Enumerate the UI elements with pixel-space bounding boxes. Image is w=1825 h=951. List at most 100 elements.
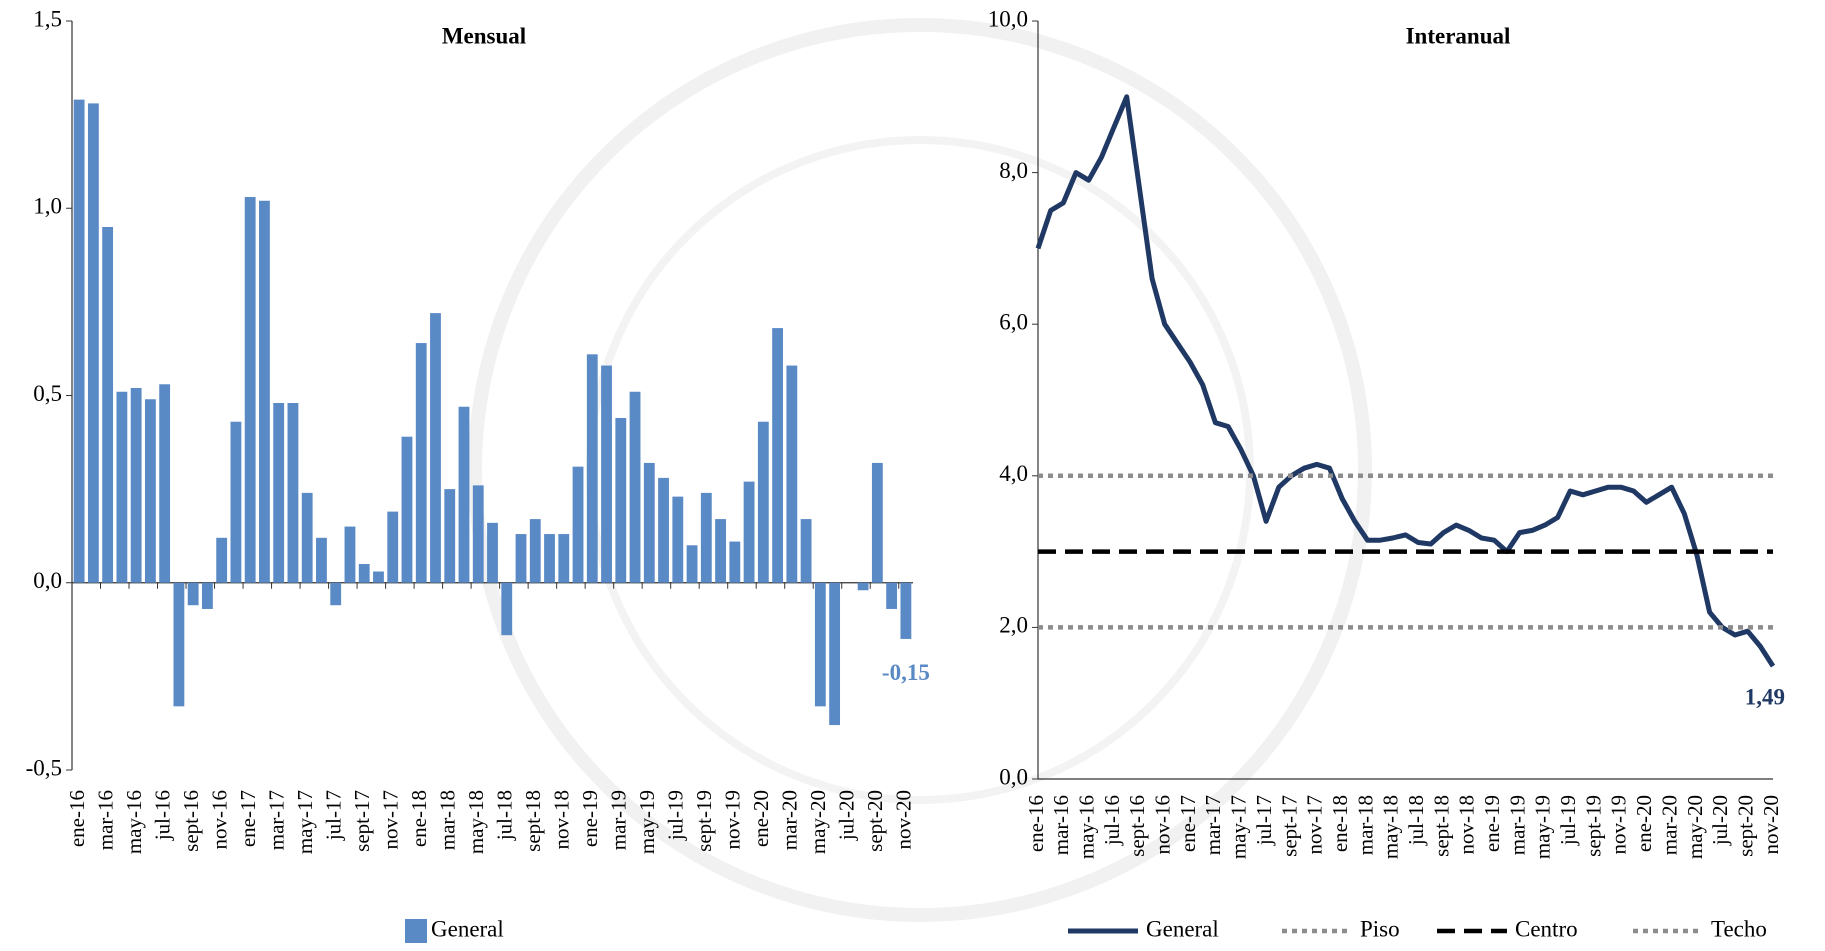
legend-label: General — [431, 916, 504, 941]
bar — [345, 527, 356, 583]
x-tick-label: may-20 — [806, 790, 830, 854]
x-tick-label: nov-17 — [1303, 795, 1327, 855]
x-tick-label: mar-17 — [264, 790, 288, 850]
y-tick-label: 0,0 — [33, 568, 62, 593]
y-tick-label: 4,0 — [999, 461, 1028, 486]
chart: Mensual-0,50,00,51,01,5-0,15Generalene-1… — [0, 0, 1825, 951]
bar — [330, 583, 341, 605]
y-tick-label: 8,0 — [999, 158, 1028, 183]
bar — [473, 485, 484, 582]
bar — [601, 366, 612, 583]
bar — [615, 418, 626, 583]
x-tick-label: jul-17 — [1252, 795, 1276, 846]
x-tick-label: may-16 — [122, 790, 146, 854]
bar — [829, 583, 840, 725]
bar — [544, 534, 555, 583]
bar — [872, 463, 883, 583]
bar — [658, 478, 669, 583]
bar — [373, 572, 384, 583]
data-label: 1,49 — [1745, 684, 1785, 709]
x-tick-label: jul-16 — [150, 790, 174, 841]
bar — [430, 313, 441, 583]
x-tick-label: sept-20 — [863, 790, 887, 852]
bar — [88, 103, 99, 582]
x-tick-label: nov-19 — [1607, 795, 1631, 855]
chart-title: Interanual — [1406, 23, 1511, 48]
x-tick-label: sept-17 — [350, 790, 374, 852]
bar — [900, 583, 911, 639]
bar — [701, 493, 712, 583]
bar — [858, 583, 869, 590]
bar — [687, 545, 698, 582]
x-tick-label: nov-16 — [1151, 795, 1175, 855]
x-tick-label: ene-17 — [1176, 795, 1200, 852]
bar — [259, 201, 270, 583]
x-tick-label: nov-18 — [550, 790, 574, 850]
x-tick-label: ene-18 — [407, 790, 431, 847]
legend-label: Techo — [1711, 916, 1767, 941]
bar — [74, 100, 85, 583]
legend-label: Centro — [1515, 916, 1578, 941]
x-tick-label: ene-16 — [1024, 795, 1048, 852]
x-tick-label: may-19 — [635, 790, 659, 854]
x-tick-label: mar-18 — [436, 790, 460, 850]
x-tick-label: jul-19 — [664, 790, 688, 841]
bar — [758, 422, 769, 583]
y-tick-label: 10,0 — [988, 6, 1028, 31]
x-tick-label: sept-17 — [1277, 795, 1301, 857]
x-tick-label: nov-20 — [892, 790, 916, 850]
bar — [402, 437, 413, 583]
x-tick-label: ene-19 — [1480, 795, 1504, 852]
bar — [202, 583, 213, 609]
bar — [145, 399, 156, 583]
bar — [273, 403, 284, 583]
x-tick-label: mar-19 — [1505, 795, 1529, 855]
bar — [630, 392, 641, 583]
y-tick-label: 1,5 — [33, 6, 62, 31]
x-tick-label: may-20 — [1683, 795, 1707, 859]
bar — [288, 403, 299, 583]
chart-title: Mensual — [442, 23, 526, 48]
bar — [587, 354, 598, 582]
bar — [801, 519, 812, 583]
bar — [316, 538, 327, 583]
x-tick-label: ene-18 — [1328, 795, 1352, 852]
x-tick-label: sept-19 — [1581, 795, 1605, 857]
x-tick-label: may-18 — [1379, 795, 1403, 859]
x-tick-label: sept-19 — [692, 790, 716, 852]
y-tick-label: 6,0 — [999, 309, 1028, 334]
bar — [786, 366, 797, 583]
bar — [359, 564, 370, 583]
data-label: -0,15 — [882, 660, 930, 685]
x-tick-label: ene-16 — [65, 790, 89, 847]
x-tick-label: sept-18 — [1429, 795, 1453, 857]
x-tick-label: mar-20 — [1657, 795, 1681, 855]
x-tick-label: sept-16 — [1125, 795, 1149, 857]
bar — [416, 343, 427, 583]
x-tick-label: ene-19 — [578, 790, 602, 847]
bar — [815, 583, 826, 707]
bar — [530, 519, 541, 583]
x-tick-label: jul-19 — [1556, 795, 1580, 846]
x-tick-label: nov-18 — [1455, 795, 1479, 855]
y-tick-label: -0,5 — [26, 755, 62, 780]
bar — [516, 534, 527, 583]
x-tick-label: jul-16 — [1100, 795, 1124, 846]
bar — [459, 407, 470, 583]
legend-label: General — [1146, 916, 1219, 941]
x-tick-label: may-19 — [1531, 795, 1555, 859]
bar — [302, 493, 313, 583]
bar — [387, 512, 398, 583]
bar — [501, 583, 512, 635]
bar — [886, 583, 897, 609]
y-tick-label: 0,5 — [33, 381, 62, 406]
x-tick-label: mar-17 — [1201, 795, 1225, 855]
x-tick-label: may-18 — [464, 790, 488, 854]
bar — [173, 583, 184, 707]
x-tick-label: ene-17 — [236, 790, 260, 847]
bar — [744, 482, 755, 583]
x-tick-label: sept-18 — [521, 790, 545, 852]
bar — [558, 534, 569, 583]
x-tick-label: nov-16 — [207, 790, 231, 850]
bar — [487, 523, 498, 583]
